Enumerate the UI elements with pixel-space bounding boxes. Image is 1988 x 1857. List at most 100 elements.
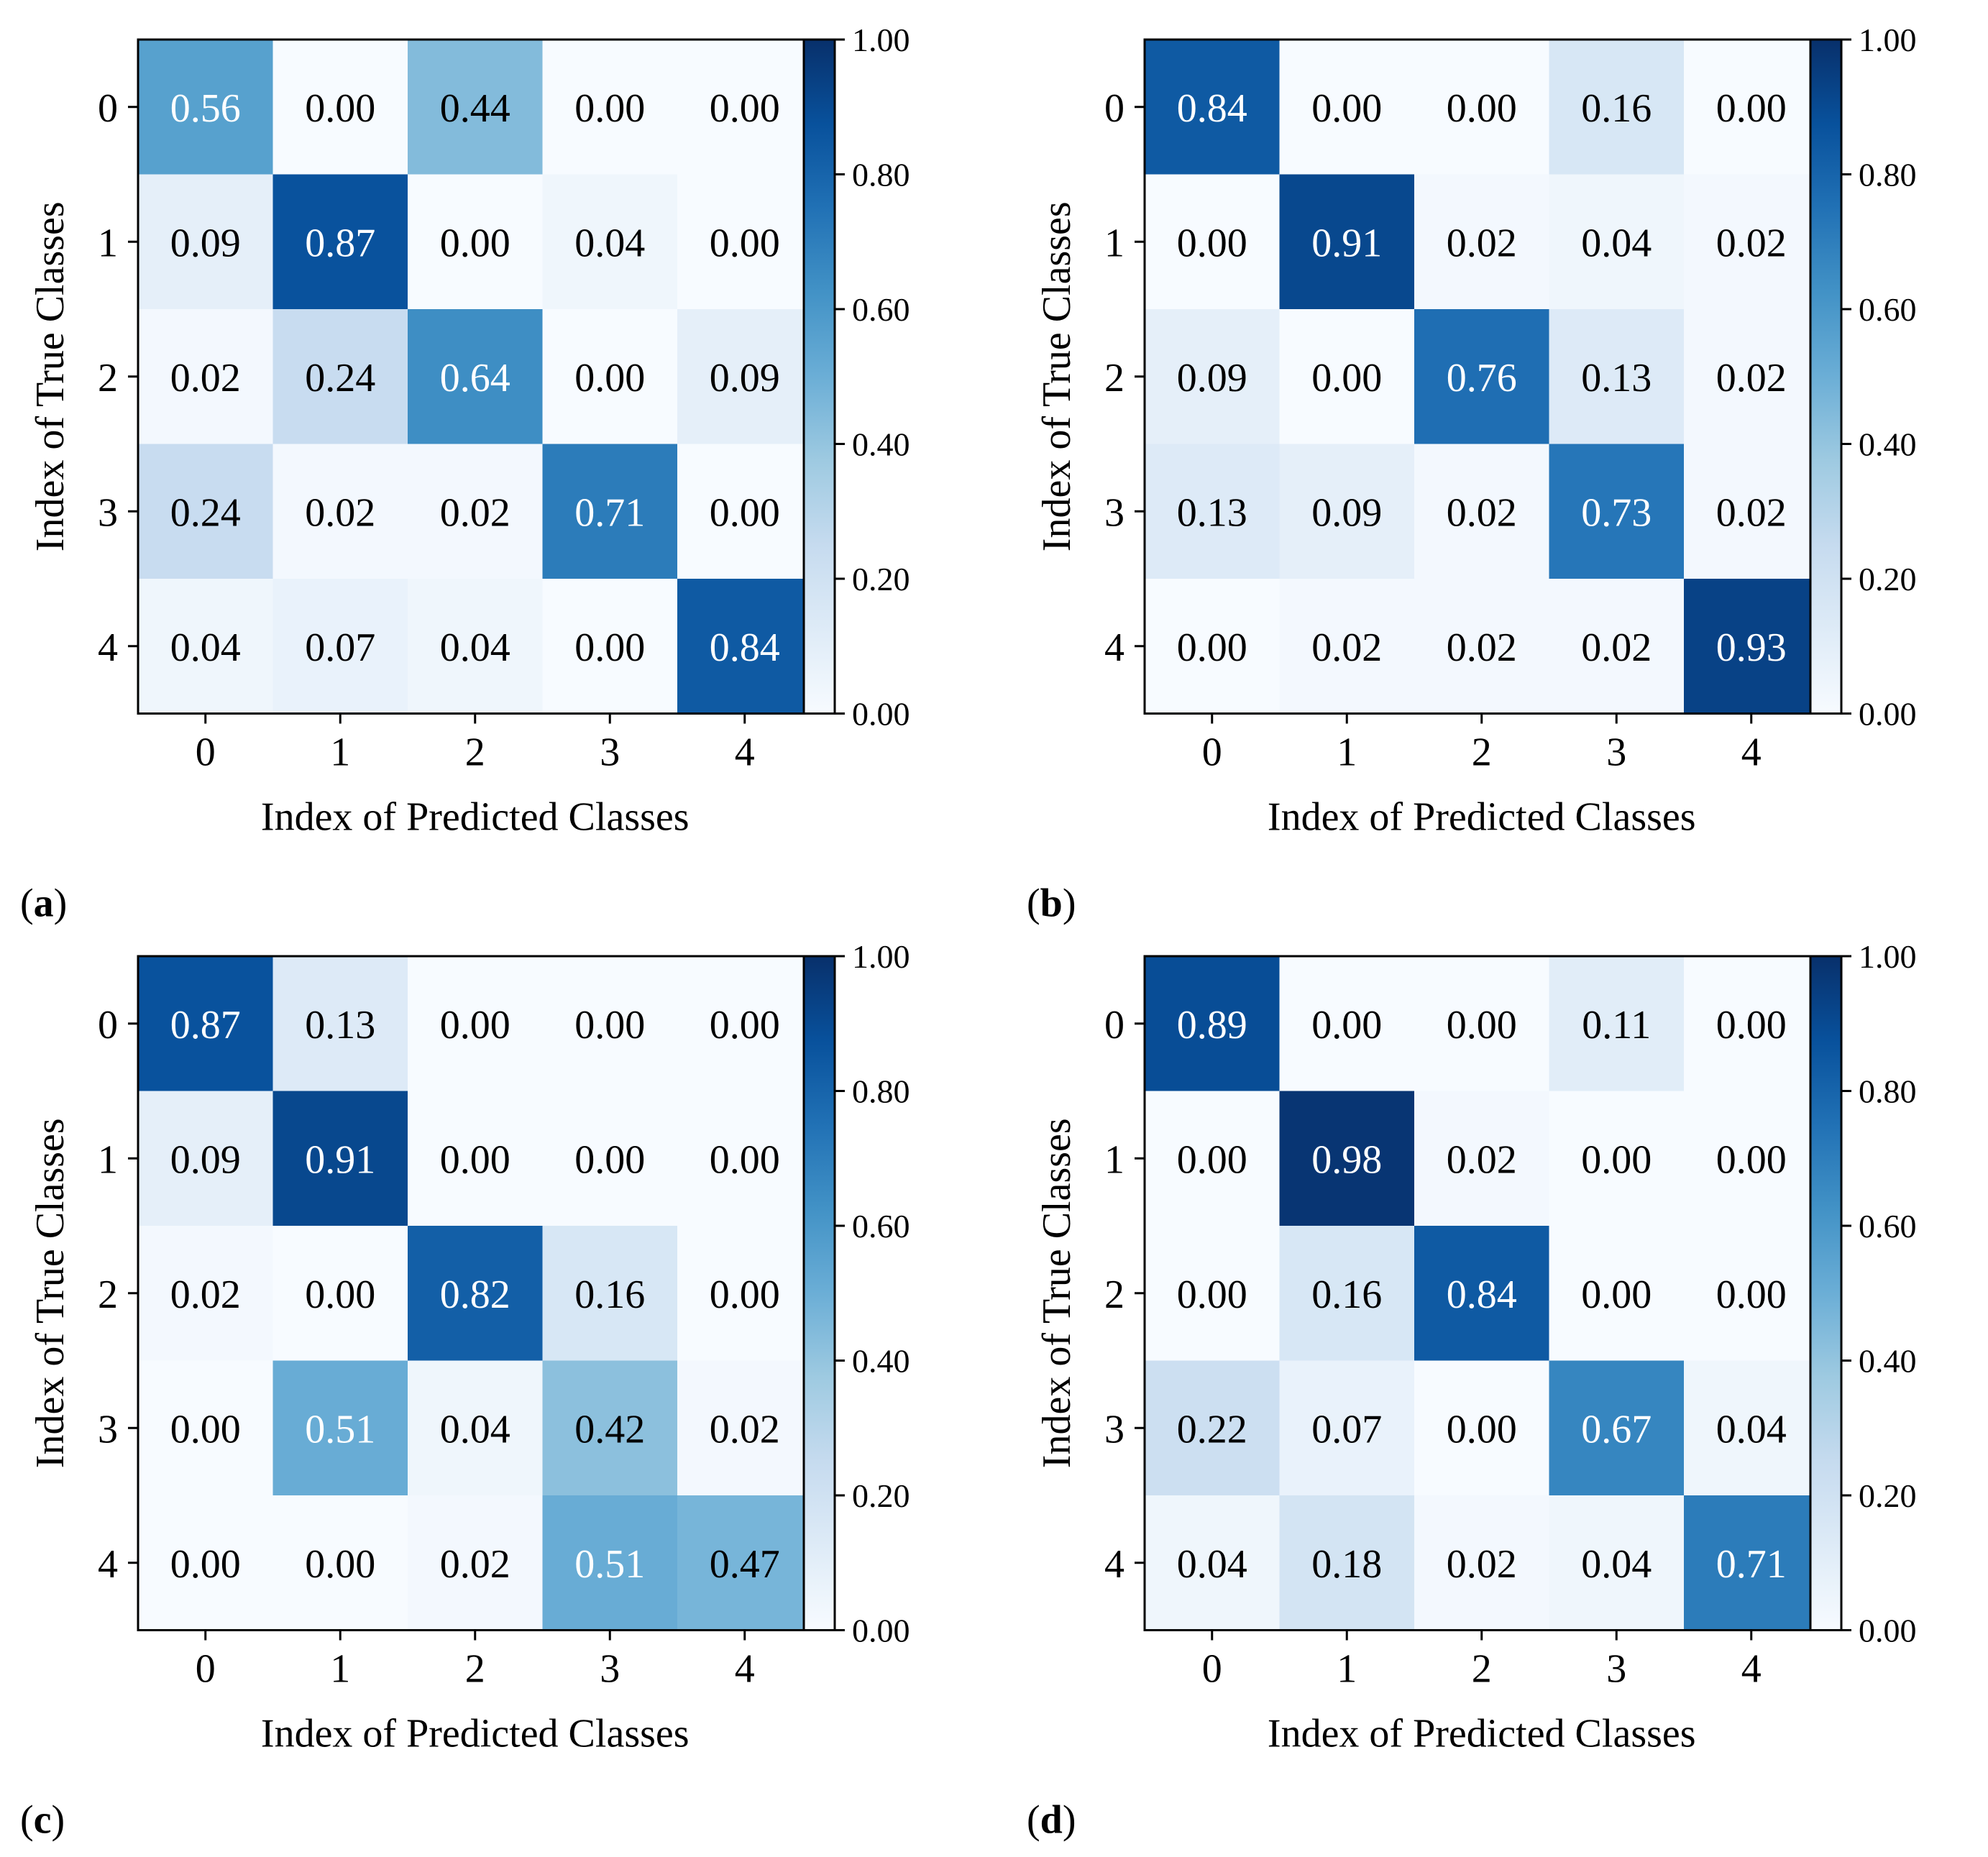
cell-value-r0-c0: 0.89 <box>1177 1003 1247 1047</box>
cell-r3-c2 <box>408 1360 543 1495</box>
cell-value-r3-c0: 0.24 <box>170 490 241 535</box>
cell-r3-c0 <box>138 1360 273 1495</box>
cell-r4-c0 <box>1145 1495 1280 1631</box>
cell-value-r0-c2: 0.44 <box>440 86 510 131</box>
y-axis-title: Index of True Classes <box>1035 201 1079 551</box>
cell-value-r4-c2: 0.02 <box>1447 625 1517 670</box>
panel-label: (a) <box>20 881 67 926</box>
cell-value-r2-c2: 0.82 <box>440 1273 510 1317</box>
cell-r4-c0 <box>138 1495 273 1631</box>
cell-r2-c2 <box>1414 309 1549 444</box>
colorbar-tick-label-1: 0.20 <box>1859 1477 1917 1514</box>
cell-value-r1-c3: 0.00 <box>1581 1137 1652 1182</box>
cell-r0-c4 <box>677 956 812 1091</box>
cell-r3-c3 <box>542 1360 677 1495</box>
y-tick-label-3: 3 <box>1104 490 1124 535</box>
cell-value-r0-c2: 0.00 <box>1447 86 1517 131</box>
cell-r2-c0 <box>1145 1226 1280 1361</box>
cell-r4-c4 <box>1684 579 1819 714</box>
cell-value-r2-c4: 0.02 <box>1716 356 1787 400</box>
colorbar-tick-label-2: 0.40 <box>852 1343 910 1380</box>
panel-label: (b) <box>1027 881 1076 926</box>
cell-value-r0-c1: 0.00 <box>1311 86 1382 131</box>
cell-value-r4-c4: 0.71 <box>1716 1542 1787 1587</box>
colorbar-tick-label-1: 0.20 <box>852 1477 910 1514</box>
y-tick-label-4: 4 <box>98 1542 118 1587</box>
cell-r4-c2 <box>1414 579 1549 714</box>
cell-r3-c4 <box>1684 444 1819 579</box>
y-tick-label-3: 3 <box>98 490 118 535</box>
cell-r3-c2 <box>1414 444 1549 579</box>
colorbar-tick-label-1: 0.20 <box>852 561 910 597</box>
colorbar-tick-label-3: 0.60 <box>852 291 910 328</box>
cell-value-r3-c2: 0.04 <box>440 1407 510 1452</box>
cell-value-r0-c0: 0.56 <box>170 86 241 131</box>
cell-r2-c2 <box>408 1226 543 1361</box>
y-tick-label-2: 2 <box>1104 356 1124 400</box>
cell-value-r4-c0: 0.04 <box>170 625 241 670</box>
cell-value-r3-c1: 0.51 <box>305 1407 375 1452</box>
colorbar <box>1809 955 1843 1631</box>
cell-value-r0-c4: 0.00 <box>1716 86 1787 131</box>
x-axis-title: Index of Predicted Classes <box>261 795 690 840</box>
cell-r3-c1 <box>1279 444 1414 579</box>
cell-r0-c3 <box>1549 40 1684 175</box>
y-axis-title: Index of True Classes <box>28 1118 73 1468</box>
cell-r2-c0 <box>138 309 273 444</box>
cell-r0-c2 <box>408 40 543 175</box>
cell-r4-c1 <box>1279 579 1414 714</box>
y-tick-label-1: 1 <box>98 1137 118 1182</box>
cell-r1-c3 <box>1549 174 1684 309</box>
cell-r3-c0 <box>1145 444 1280 579</box>
cell-r2-c2 <box>408 309 543 444</box>
cell-r0-c2 <box>1414 40 1549 175</box>
x-tick-label-0: 0 <box>196 730 216 775</box>
y-tick-label-3: 3 <box>98 1407 118 1452</box>
cell-r2-c2 <box>1414 1226 1549 1361</box>
cell-r3-c3 <box>1549 444 1684 579</box>
colorbar-tick-label-4: 0.80 <box>852 1073 910 1110</box>
cell-value-r2-c3: 0.00 <box>574 356 645 400</box>
cell-value-r3-c0: 0.00 <box>170 1407 241 1452</box>
cell-value-r2-c3: 0.16 <box>574 1273 645 1317</box>
x-tick-label-1: 1 <box>330 730 350 775</box>
cell-r4-c0 <box>138 579 273 714</box>
x-tick-label-2: 2 <box>1472 730 1492 775</box>
cell-value-r4-c3: 0.51 <box>574 1542 645 1587</box>
cell-r1-c1 <box>272 174 408 309</box>
cell-value-r3-c2: 0.02 <box>440 490 510 535</box>
x-tick-label-0: 0 <box>196 1647 216 1692</box>
cell-value-r2-c3: 0.00 <box>1581 1273 1652 1317</box>
x-tick-label-0: 0 <box>1202 1647 1222 1692</box>
cell-r4-c4 <box>677 579 812 714</box>
y-axis-title: Index of True Classes <box>28 201 73 551</box>
cell-r2-c3 <box>1549 1226 1684 1361</box>
x-tick-label-3: 3 <box>600 1647 620 1692</box>
cell-r2-c4 <box>1684 1226 1819 1361</box>
cell-value-r1-c1: 0.91 <box>305 1137 375 1182</box>
cell-value-r1-c4: 0.00 <box>1716 1137 1787 1182</box>
cell-value-r4-c4: 0.93 <box>1716 625 1787 670</box>
colorbar-tick-label-5: 1.00 <box>852 22 910 58</box>
cell-value-r3-c4: 0.00 <box>710 490 780 535</box>
cell-value-r4-c4: 0.47 <box>710 1542 780 1587</box>
cell-value-r4-c4: 0.84 <box>710 625 780 670</box>
cell-value-r1-c0: 0.09 <box>170 221 241 265</box>
x-tick-label-2: 2 <box>465 730 485 775</box>
cell-value-r3-c3: 0.71 <box>574 490 645 535</box>
y-tick-label-4: 4 <box>1104 625 1124 670</box>
cell-value-r2-c3: 0.13 <box>1581 356 1652 400</box>
cell-r1-c1 <box>1279 174 1414 309</box>
cell-value-r4-c0: 0.04 <box>1177 1542 1247 1587</box>
cell-value-r2-c1: 0.00 <box>305 1273 375 1317</box>
x-tick-label-1: 1 <box>1337 1647 1357 1692</box>
cell-r3-c1 <box>272 1360 408 1495</box>
x-tick-label-2: 2 <box>465 1647 485 1692</box>
colorbar-tick-label-4: 0.80 <box>852 157 910 193</box>
colorbar-tick-label-5: 1.00 <box>852 938 910 975</box>
cell-value-r2-c1: 0.24 <box>305 356 375 400</box>
cell-value-r1-c4: 0.00 <box>710 221 780 265</box>
cell-value-r1-c0: 0.09 <box>170 1137 241 1182</box>
cell-value-r1-c2: 0.02 <box>1447 1137 1517 1182</box>
cell-r0-c4 <box>1684 40 1819 175</box>
